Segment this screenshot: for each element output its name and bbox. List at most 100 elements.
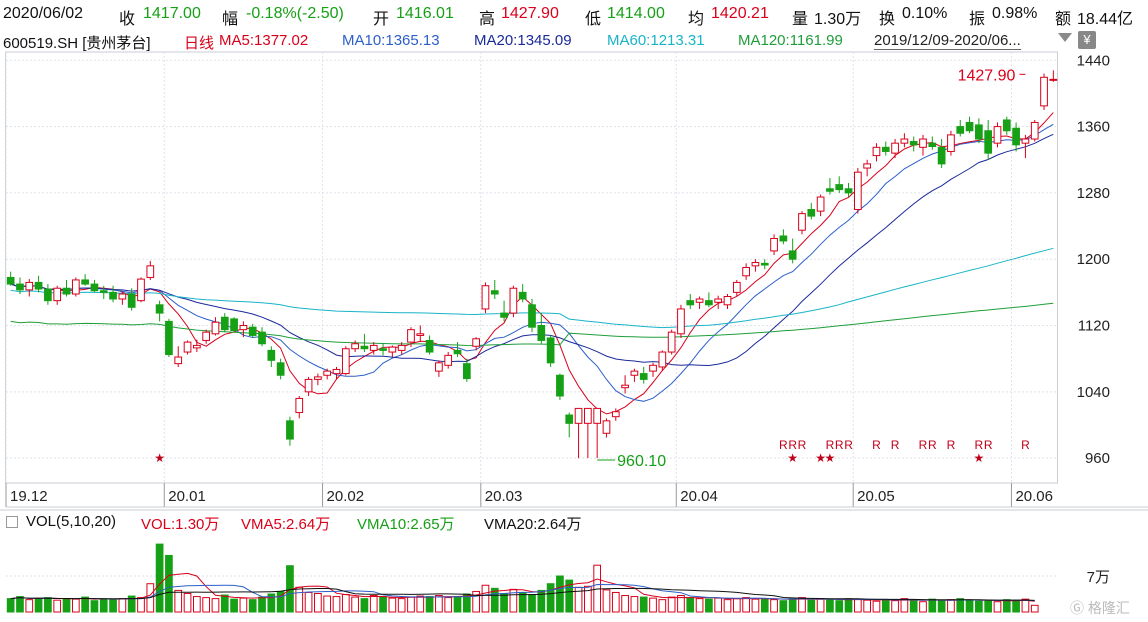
candle-body (174, 356, 183, 365)
candle-body (853, 171, 862, 210)
volume-bar (779, 600, 788, 613)
period-label[interactable]: 日线 (184, 35, 215, 52)
candles (6, 70, 1058, 459)
close-label: 收 (119, 11, 136, 28)
volume-bar (444, 597, 453, 613)
volume-bar (993, 601, 1002, 613)
volume-bar (425, 596, 434, 613)
signal-r-marker: R (928, 438, 937, 452)
volume-bar (965, 599, 974, 613)
volume-bar (528, 594, 536, 613)
volume-bar (397, 598, 406, 613)
candle-body (881, 146, 890, 152)
candle-body (165, 320, 173, 356)
candle-body (388, 346, 397, 353)
volume-bar (360, 598, 369, 613)
volume-bar (686, 597, 695, 613)
settings-badge-icon[interactable]: ¥ (1078, 31, 1096, 49)
price-tick-label: 1440 (1077, 52, 1110, 69)
candle-body (71, 279, 80, 295)
candle-body (407, 329, 415, 343)
volume-bar (62, 598, 71, 613)
date-tick-label: 20.02 (327, 488, 365, 505)
volume-bar (1021, 598, 1030, 613)
volume-bar (295, 586, 304, 613)
signal-r-marker: R (984, 438, 993, 452)
vol-value: 1.30万 (814, 11, 862, 28)
candle-body (677, 308, 685, 335)
candle-body (621, 384, 629, 389)
chart-grid (5, 51, 1058, 484)
volume-bar (127, 595, 136, 613)
date-axis: 19.12 20.01 20.02 20.03 20.04 20.05 20.06 (5, 483, 1148, 508)
volume-bar (500, 592, 508, 613)
volume-bar (90, 600, 99, 613)
volume-bar (1012, 599, 1020, 613)
volume-bar (900, 598, 909, 613)
candle-body (584, 407, 592, 424)
candle-body (826, 188, 834, 192)
volume-bars (6, 543, 1039, 613)
volume-bar (388, 597, 397, 613)
volume-bar (369, 595, 378, 613)
candle-body (649, 364, 657, 372)
volume-bar (760, 598, 769, 613)
ma5-line (10, 112, 1054, 415)
candle-body (1012, 127, 1020, 146)
candle-body (137, 278, 145, 302)
close-value: 1417.00 (143, 5, 201, 22)
candle-body (1040, 76, 1048, 107)
candle-body (202, 331, 211, 341)
volume-bar (435, 595, 443, 613)
volume-bar (341, 594, 350, 613)
volume-checkbox[interactable] (6, 516, 18, 528)
candle-body (360, 345, 369, 350)
volume-bar (44, 597, 52, 613)
candle-body (947, 134, 955, 152)
price-tick-label: 1280 (1077, 185, 1110, 202)
date-tick-label: 20.03 (485, 488, 523, 505)
volume-bar (53, 599, 62, 613)
volume-bar (518, 591, 527, 613)
candle-body (332, 368, 341, 375)
volume-bar (1030, 604, 1039, 613)
candle-body (667, 331, 676, 353)
candle-body (267, 349, 276, 361)
candle-body (965, 121, 974, 132)
candle-body (714, 298, 723, 303)
dropdown-triangle-icon[interactable] (1058, 33, 1072, 42)
signal-r-marker: R (975, 438, 984, 452)
signal-r-marker: R (779, 438, 788, 452)
candle-body (211, 321, 220, 335)
candle-body (109, 291, 117, 300)
candle-body (518, 291, 527, 300)
low-label: 低 (585, 11, 602, 28)
candle-body (611, 411, 620, 418)
candle-body (304, 378, 313, 393)
volume-bar (81, 596, 89, 613)
quote-bar: 2020/06/02 收 1417.00 幅 -0.18%(-2.50) 开 1… (0, 0, 1148, 30)
ma120-label: MA120:1161.99 (738, 32, 843, 49)
candle-body (807, 208, 816, 217)
signal-r-marker: R (919, 438, 928, 452)
volume-bar (453, 596, 462, 613)
price-tick-label: 1200 (1077, 251, 1110, 268)
candle-body (686, 300, 695, 306)
vol-indicator-name[interactable]: VOL(5,10,20) (26, 513, 117, 530)
volume-bar (975, 600, 983, 613)
date-range-selector[interactable]: 2019/12/09-2020/06... (874, 32, 1021, 50)
candle-body (798, 213, 806, 231)
volume-bar (956, 598, 965, 613)
volume-bar (546, 583, 555, 613)
volume-tick-label: 7万 (1087, 569, 1110, 586)
volume-bar (677, 595, 685, 613)
volume-bar (248, 599, 257, 613)
volume-bar (490, 587, 499, 613)
ma10-label: MA10:1365.13 (342, 32, 440, 49)
volume-bar (537, 589, 546, 613)
volume-bar (658, 599, 667, 613)
volume-bar (1002, 599, 1011, 613)
volume-bar (183, 592, 192, 613)
date-tick-label: 20.05 (857, 488, 895, 505)
signal-r-marker: R (788, 438, 797, 452)
